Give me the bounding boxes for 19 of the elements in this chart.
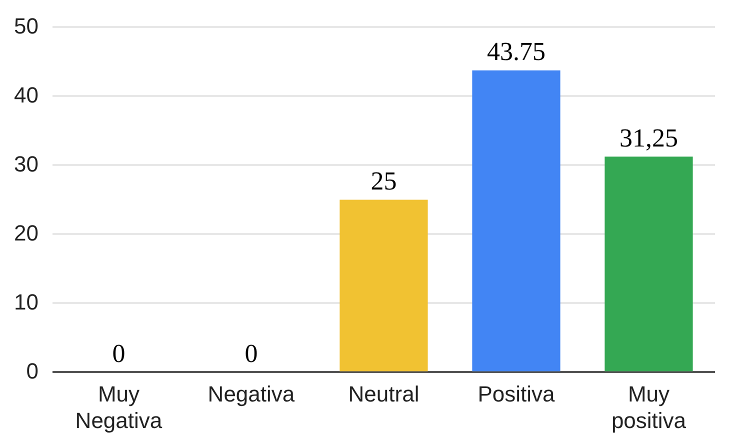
data-label: 25	[370, 166, 397, 196]
y-tick-label: 40	[14, 82, 38, 108]
data-label: 31,25	[619, 123, 678, 152]
bar	[604, 156, 693, 372]
x-tick-label: Positiva	[478, 381, 556, 406]
bar	[340, 200, 428, 372]
x-tick-label: Negativa	[208, 381, 296, 406]
data-label: 0	[112, 339, 126, 368]
y-tick-label: 30	[14, 151, 38, 176]
bar	[472, 70, 560, 372]
y-tick-label: 20	[14, 220, 38, 246]
data-label: 0	[244, 339, 258, 368]
x-tick-label: Muy Negativa	[75, 381, 163, 433]
data-label: 43.75	[486, 37, 546, 66]
y-tick-label: 0	[26, 358, 38, 384]
x-tick-label: Muy positiva	[611, 381, 687, 433]
x-tick-label: Neutral	[348, 381, 420, 406]
y-tick-label: 50	[14, 13, 38, 38]
y-tick-label: 10	[14, 289, 38, 314]
